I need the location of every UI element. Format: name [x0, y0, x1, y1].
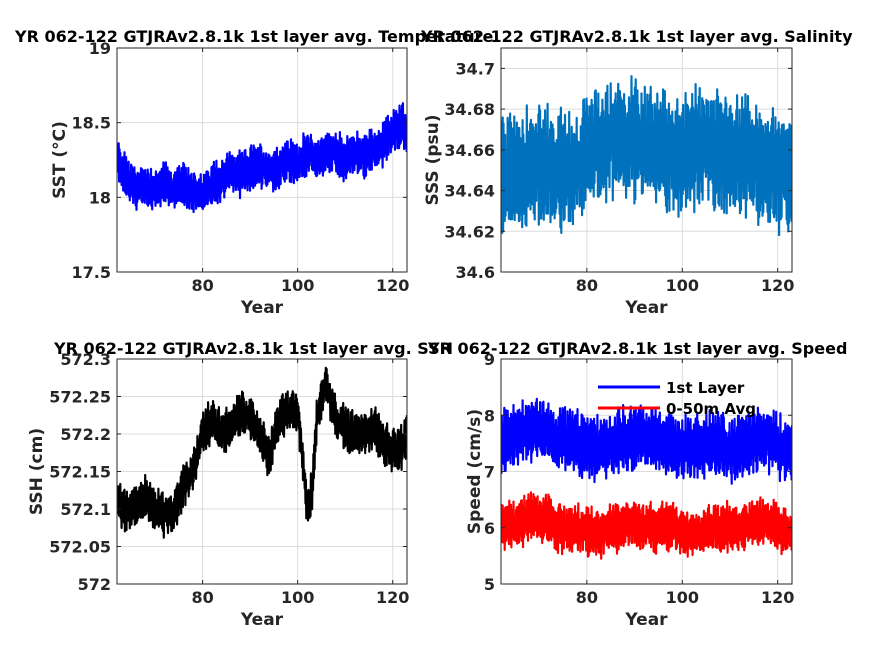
- series-line-1: [501, 397, 792, 485]
- legend-label-1: 1st Layer: [666, 379, 745, 397]
- legend-label-2: 0-50m Avg: [666, 400, 756, 418]
- y-tick-label: 572.25: [49, 388, 111, 407]
- x-axis-label: Year: [624, 298, 668, 318]
- y-tick-label: 572.1: [60, 500, 111, 519]
- x-axis-label: Year: [240, 298, 284, 318]
- series-line-1: [501, 75, 792, 237]
- x-axis-label: Year: [624, 610, 668, 630]
- x-tick-label: 100: [281, 588, 314, 607]
- y-tick-label: 8: [484, 406, 495, 425]
- y-tick-label: 572.15: [49, 463, 111, 482]
- x-tick-label: 120: [761, 588, 794, 607]
- y-tick-label: 572.3: [60, 350, 111, 369]
- x-tick-label: 120: [376, 588, 409, 607]
- x-axis-label: Year: [240, 610, 284, 630]
- axes-box: [116, 47, 408, 273]
- y-axis-label: Speed (cm/s): [465, 409, 485, 534]
- y-tick-label: 34.64: [444, 182, 495, 201]
- chart-title: YR 062-122 GTJRAv2.8.1k 1st layer avg. T…: [14, 27, 494, 46]
- y-tick-label: 5: [484, 575, 495, 594]
- y-tick-label: 34.68: [444, 100, 495, 119]
- chart-panel-1: 80 100 120 17.5 18 18.5 19 Year SST (°C) YR 062-1…: [14, 27, 494, 318]
- y-tick-label: 18.5: [72, 114, 111, 133]
- chart-panel-3: 80 100 120 572 572.05 572.1 572.15 572.2 572.25 5…: [27, 339, 453, 630]
- y-axis-label: SSS (psu): [423, 114, 443, 205]
- y-tick-label: 34.7: [456, 59, 495, 78]
- series-line-1: [117, 366, 407, 539]
- x-tick-label: 80: [576, 276, 598, 295]
- y-tick-label: 34.6: [456, 263, 495, 282]
- y-tick-label: 6: [484, 519, 495, 538]
- y-tick-label: 34.62: [444, 222, 495, 241]
- axes-box: [500, 47, 793, 273]
- series-line-1: [117, 102, 407, 214]
- y-axis-label: SSH (cm): [27, 428, 47, 515]
- x-tick-label: 80: [191, 276, 213, 295]
- y-tick-label: 9: [484, 350, 495, 369]
- chart-title: YR 062-122 GTJRAv2.8.1k 1st layer avg. S…: [427, 339, 847, 358]
- y-tick-label: 572: [78, 575, 111, 594]
- y-tick-label: 19: [89, 39, 111, 58]
- chart-title: YR 062-122 GTJRAv2.8.1k 1st layer avg. S…: [420, 27, 853, 46]
- x-tick-label: 100: [281, 276, 314, 295]
- y-tick-label: 572.05: [49, 538, 111, 557]
- x-tick-label: 80: [191, 588, 213, 607]
- x-tick-label: 100: [666, 276, 699, 295]
- y-tick-label: 34.66: [444, 141, 495, 160]
- x-tick-label: 120: [761, 276, 794, 295]
- y-axis-label: SST (°C): [50, 121, 70, 199]
- y-tick-label: 7: [484, 463, 495, 482]
- chart-panel-4: 80 100 120 5 6 7 8 9 Year Speed (cm/s) YR 062-122 …: [427, 339, 847, 630]
- y-tick-label: 17.5: [72, 263, 111, 282]
- y-tick-label: 18: [89, 188, 111, 207]
- y-tick-label: 572.2: [60, 425, 111, 444]
- x-tick-label: 120: [376, 276, 409, 295]
- chart-panel-2: 80 100 120 34.6 34.62 34.64 34.66 34.68 34.7 Year…: [420, 27, 853, 318]
- x-tick-label: 80: [576, 588, 598, 607]
- chart-title: YR 062-122 GTJRAv2.8.1k 1st layer avg. S…: [53, 339, 453, 358]
- series-line-2: [501, 491, 792, 560]
- x-tick-label: 100: [666, 588, 699, 607]
